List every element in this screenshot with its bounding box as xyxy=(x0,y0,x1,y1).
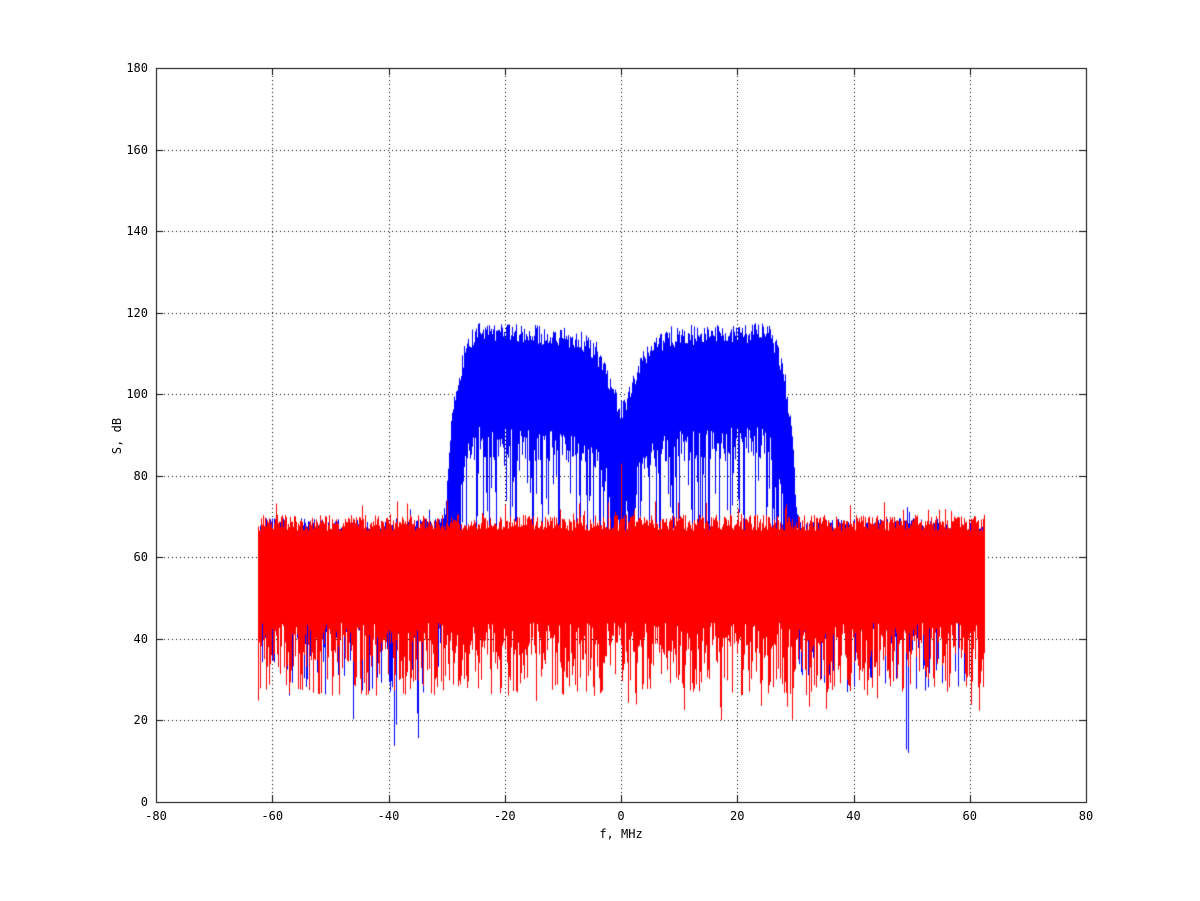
x-tick-label: -20 xyxy=(493,809,516,823)
y-tick-label: 160 xyxy=(126,142,148,157)
x-tick-label: 60 xyxy=(962,809,977,823)
y-tick-label: 0 xyxy=(140,795,148,809)
x-tick-label: -80 xyxy=(145,809,167,823)
x-tick-label: 40 xyxy=(846,809,861,823)
y-tick-label: 180 xyxy=(126,61,148,75)
x-axis-label: f, MHz xyxy=(599,827,643,841)
y-tick-label: 120 xyxy=(126,305,148,320)
x-tick-label: 80 xyxy=(1078,809,1094,823)
x-tick-label: 20 xyxy=(730,809,745,823)
y-tick-label: 60 xyxy=(133,550,148,565)
x-tick-label: -60 xyxy=(261,809,284,823)
y-tick-label: 40 xyxy=(133,631,148,646)
y-tick-label: 100 xyxy=(126,387,148,402)
x-tick-label: 0 xyxy=(617,809,625,823)
x-tick-label: -40 xyxy=(377,809,400,823)
y-axis-label: S, dB xyxy=(110,417,124,455)
y-tick-label: 80 xyxy=(133,468,148,483)
y-tick-label: 140 xyxy=(126,224,148,239)
y-tick-label: 20 xyxy=(133,713,148,728)
